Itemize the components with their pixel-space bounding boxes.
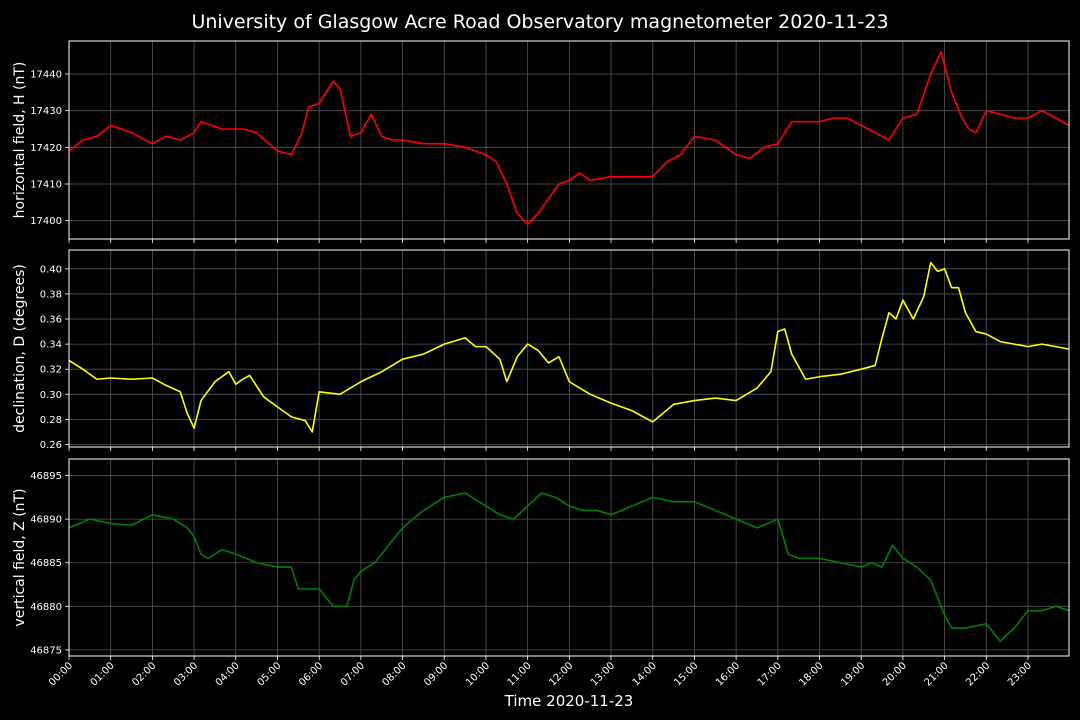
y-tick-label: 17440	[30, 70, 62, 81]
y-tick-label: 46875	[30, 645, 62, 656]
x-tick-label: 07:00	[339, 660, 367, 688]
y-tick-label: 0.36	[40, 315, 62, 326]
x-tick-label: 16:00	[714, 660, 742, 688]
y-axis-label: declination, D (degrees)	[12, 264, 28, 433]
x-tick-label: 03:00	[172, 660, 200, 688]
x-tick-label: 10:00	[464, 660, 492, 688]
y-tick-label: 46885	[30, 558, 62, 569]
y-tick-label: 17410	[30, 180, 62, 191]
y-tick-label: 46890	[30, 515, 62, 526]
plot-frame	[68, 249, 1070, 448]
y-tick-label: 46880	[30, 602, 62, 613]
y-tick-label: 46895	[30, 471, 62, 482]
x-tick-label: 02:00	[130, 660, 158, 688]
x-tick-label: 20:00	[881, 660, 909, 688]
panel-2: 0.26 0.28 0.30 0.32 0.34 0.36 0.38 0.40 declinat…	[12, 249, 1070, 451]
x-tick-label: 18:00	[797, 660, 825, 688]
x-tick-label: 14:00	[631, 660, 659, 688]
plot-frame	[68, 458, 1070, 657]
x-tick-label: 01:00	[89, 660, 117, 688]
x-tick-label: 04:00	[214, 660, 242, 688]
x-tick-label: 08:00	[381, 660, 409, 688]
x-tick-label: 13:00	[589, 660, 617, 688]
y-tick-label: 17420	[30, 143, 62, 154]
x-tick-label: 11:00	[506, 660, 534, 688]
x-tick-label: 17:00	[756, 660, 784, 688]
y-tick-label: 0.26	[40, 440, 62, 451]
series-line	[68, 492, 1070, 642]
x-tick-label: 15:00	[672, 660, 700, 688]
x-tick-label: 00:00	[47, 660, 75, 688]
x-tick-label: 12:00	[547, 660, 575, 688]
series-line	[68, 51, 1070, 226]
plot-frame	[68, 40, 1070, 240]
series-line	[68, 261, 1070, 433]
x-tick-label: 05:00	[255, 660, 283, 688]
y-tick-label: 0.32	[40, 365, 62, 376]
y-tick-label: 0.40	[40, 264, 62, 275]
x-tick-label: 23:00	[1006, 660, 1034, 688]
x-axis-label: Time 2020-11-23	[504, 692, 634, 710]
x-tick-label: 21:00	[923, 660, 951, 688]
y-axis-label: horizontal field, H (nT)	[12, 62, 28, 219]
x-tick-label: 19:00	[839, 660, 867, 688]
y-tick-label: 0.30	[40, 390, 62, 401]
x-tick-label: 22:00	[964, 660, 992, 688]
y-tick-label: 17400	[30, 216, 62, 227]
y-tick-label: 17430	[30, 106, 62, 117]
y-tick-label: 0.38	[40, 289, 62, 300]
chart-title: University of Glasgow Acre Road Observat…	[191, 11, 888, 33]
y-tick-label: 0.34	[40, 340, 62, 351]
y-tick-label: 0.28	[40, 415, 62, 426]
x-tick-label: 06:00	[297, 660, 325, 688]
y-axis-label: vertical field, Z (nT)	[12, 488, 28, 626]
x-tick-label: 09:00	[422, 660, 450, 688]
